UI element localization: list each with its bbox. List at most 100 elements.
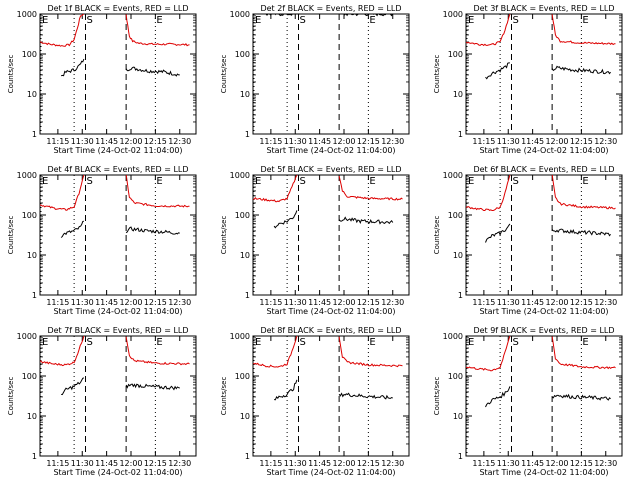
y-axis-title: Counts/sec: [433, 55, 441, 94]
marker-label: E: [582, 337, 588, 348]
x-tick-label: 12:30: [594, 298, 617, 307]
plot-frame: [252, 13, 410, 135]
y-axis-title: Counts/sec: [220, 377, 228, 416]
y-tick-label: 100: [448, 211, 463, 220]
marker-label: E: [468, 15, 474, 26]
marker-label: E: [582, 15, 588, 26]
x-tick-label: 11:45: [308, 459, 331, 468]
x-tick-label: 12:30: [594, 137, 617, 146]
y-tick-label: 100: [235, 50, 250, 59]
marker-label: E: [255, 337, 261, 348]
y-axis-title: Counts/sec: [7, 216, 15, 255]
events-series-line: [60, 377, 85, 396]
x-tick-label: 11:45: [521, 298, 544, 307]
lld-series-line: [125, 14, 190, 47]
panel-title: Det 7f BLACK = Events, RED = LLD: [47, 326, 188, 335]
y-tick-label: 1: [32, 291, 37, 300]
plot-frame: [252, 335, 410, 457]
lld-series-line: [40, 14, 85, 47]
plot-frame: [465, 13, 623, 135]
events-series-line: [485, 386, 511, 408]
x-tick-label: 11:30: [284, 137, 307, 146]
marker-label: E: [42, 337, 48, 348]
y-tick-label: 1: [458, 130, 463, 139]
detector-panel-4: Det 4f BLACK = Events, RED = LLD 1 10 100 10…: [7, 165, 197, 316]
detector-panel-7: Det 7f BLACK = Events, RED = LLD 1 10 100 10…: [7, 326, 197, 477]
x-tick-label: 11:30: [71, 459, 94, 468]
detector-panel-9: Det 9f BLACK = Events, RED = LLD 1 10 100 10…: [433, 326, 623, 477]
marker-label: S: [513, 176, 519, 187]
y-tick-label: 100: [22, 50, 37, 59]
events-series-line: [485, 223, 511, 243]
events-series-line: [125, 66, 180, 77]
x-tick-label: 11:15: [259, 137, 282, 146]
x-tick-label: 11:30: [284, 298, 307, 307]
y-axis-title: Counts/sec: [433, 377, 441, 416]
y-tick-label: 1: [458, 452, 463, 461]
x-axis-title: Start Time (24-Oct-02 11:04:00): [266, 146, 395, 155]
x-tick-label: 12:15: [357, 298, 380, 307]
marker-label: E: [255, 15, 261, 26]
events-series-line: [551, 393, 611, 401]
marker-label: S: [513, 15, 519, 26]
y-axis-title: Counts/sec: [433, 216, 441, 255]
marker-label: E: [42, 176, 48, 187]
panel-title: Det 4f BLACK = Events, RED = LLD: [47, 165, 188, 174]
events-series-line: [551, 228, 611, 237]
y-tick-label: 1000: [443, 10, 463, 19]
x-tick-label: 11:15: [46, 298, 69, 307]
y-tick-label: 10: [240, 251, 250, 260]
y-tick-label: 100: [448, 50, 463, 59]
x-tick-label: 12:30: [168, 137, 191, 146]
marker-label: E: [582, 176, 588, 187]
panel-title: Det 3f BLACK = Events, RED = LLD: [473, 4, 614, 13]
x-tick-label: 11:15: [472, 459, 495, 468]
x-tick-label: 11:15: [259, 459, 282, 468]
events-series-line: [273, 379, 298, 401]
panel-title: Det 2f BLACK = Events, RED = LLD: [260, 4, 401, 13]
marker-label: E: [156, 337, 162, 348]
y-tick-label: 1000: [17, 171, 37, 180]
marker-label: S: [300, 176, 306, 187]
marker-label: S: [87, 15, 93, 26]
detector-panel-8: Det 8f BLACK = Events, RED = LLD 1 10 100 10…: [220, 326, 410, 477]
y-tick-label: 1: [245, 130, 250, 139]
marker-label: E: [468, 337, 474, 348]
lld-series-line: [466, 336, 511, 372]
plot-frame: [39, 174, 197, 296]
lld-series-line: [125, 336, 190, 366]
lld-series-line: [338, 336, 403, 368]
detector-panel-5: Det 5f BLACK = Events, RED = LLD 1 10 100 10…: [220, 165, 410, 316]
x-tick-label: 12:00: [119, 298, 142, 307]
x-tick-label: 12:00: [119, 459, 142, 468]
lld-series-line: [466, 175, 511, 212]
y-tick-label: 1000: [230, 332, 250, 341]
panel-title: Det 8f BLACK = Events, RED = LLD: [260, 326, 401, 335]
x-tick-label: 12:30: [168, 298, 191, 307]
y-tick-label: 1000: [443, 332, 463, 341]
y-tick-label: 10: [453, 251, 463, 260]
x-tick-label: 12:00: [545, 459, 568, 468]
x-axis-title: Start Time (24-Oct-02 11:04:00): [479, 146, 608, 155]
events-series-line: [60, 58, 85, 77]
y-tick-label: 10: [27, 251, 37, 260]
marker-label: E: [369, 337, 375, 348]
x-tick-label: 11:15: [259, 298, 282, 307]
panel-title: Det 9f BLACK = Events, RED = LLD: [473, 326, 614, 335]
detector-panel-2: Det 2f BLACK = Events, RED = LLD 1 10 100 10…: [220, 4, 410, 155]
x-tick-label: 11:45: [95, 298, 118, 307]
y-tick-label: 1: [458, 291, 463, 300]
x-axis-title: Start Time (24-Oct-02 11:04:00): [479, 307, 608, 316]
detector-panel-3: Det 3f BLACK = Events, RED = LLD 1 10 100 10…: [433, 4, 623, 155]
y-tick-label: 1000: [230, 10, 250, 19]
y-tick-label: 10: [240, 90, 250, 99]
x-tick-label: 11:45: [521, 137, 544, 146]
panel-title: Det 1f BLACK = Events, RED = LLD: [47, 4, 188, 13]
y-tick-label: 1: [32, 130, 37, 139]
lld-series-line: [551, 336, 616, 370]
plot-frame: [465, 174, 623, 296]
y-tick-label: 100: [448, 372, 463, 381]
lld-series-line: [338, 175, 403, 201]
y-axis-title: Counts/sec: [7, 377, 15, 416]
